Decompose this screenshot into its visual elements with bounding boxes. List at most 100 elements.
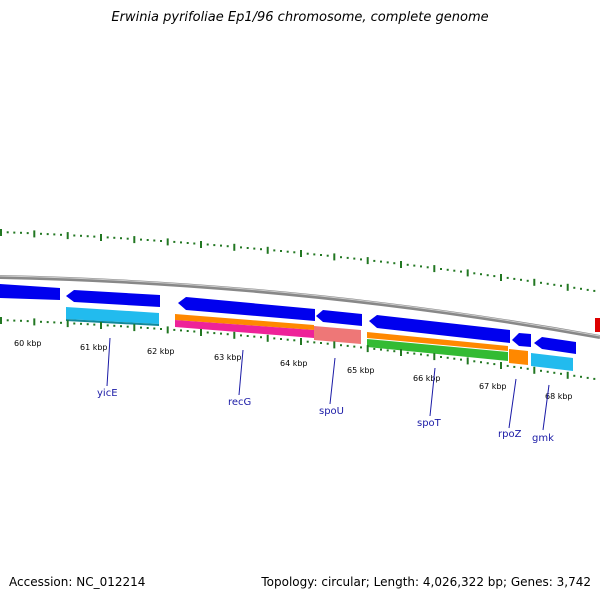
ring-dot (480, 273, 482, 276)
tick-label-62: 62 kbp (147, 347, 175, 356)
gene-bar-yicE (66, 307, 159, 324)
ring-dot (480, 361, 482, 364)
ring-dot (346, 344, 349, 347)
ring-dot (220, 332, 222, 335)
ring-dot (206, 331, 209, 334)
gene-bar-gmk (531, 353, 573, 371)
ring-dot (473, 272, 476, 275)
ring-dot (420, 353, 422, 356)
ring-major-tick (500, 274, 502, 281)
ring-dot (460, 270, 462, 273)
ring-dot (6, 319, 9, 322)
ring-dot (260, 248, 262, 251)
cds-arrow-7 (534, 337, 576, 354)
ring-dot (253, 335, 256, 338)
ring-dot (546, 282, 549, 285)
ring-major-tick (400, 349, 402, 356)
ring-major-tick (266, 246, 269, 254)
ring-dot (486, 274, 489, 277)
ring-dot (113, 236, 116, 239)
gene-label-spoT: spoT (417, 418, 442, 429)
ring-dot (560, 372, 562, 375)
ring-dot (346, 256, 349, 259)
ring-major-tick (300, 338, 302, 345)
ring-major-tick (66, 232, 69, 240)
tick-label-65: 65 kbp (347, 366, 375, 375)
ring-major-tick (100, 234, 102, 241)
cds-arrow-3 (178, 297, 315, 321)
leader-spoT (429, 367, 436, 417)
ring-dot (420, 265, 422, 268)
ring-dot (493, 275, 496, 278)
ring-dot (153, 239, 156, 242)
ring-dot (160, 240, 162, 242)
ring-major-tick (66, 320, 69, 328)
ring-dot (573, 286, 576, 289)
ring-major-tick (566, 371, 569, 379)
gene-label-recG: recG (228, 397, 251, 408)
ring-dot (393, 262, 396, 265)
ring-major-tick (0, 229, 2, 236)
ring-dot (86, 323, 89, 326)
ring-dot (293, 339, 296, 342)
gene-label-spoU: spoU (319, 406, 344, 417)
ring-major-tick (0, 317, 2, 324)
leader-spoU (329, 357, 336, 405)
ring-dot (553, 371, 556, 374)
tick-label-60: 60 kbp (14, 339, 42, 348)
ring-dot (453, 269, 456, 272)
ring-dot (513, 277, 516, 280)
ring-dot (286, 250, 289, 253)
ring-dot (126, 325, 129, 328)
ring-dot (446, 268, 449, 271)
ring-major-tick (33, 318, 36, 326)
ring-dot (553, 283, 556, 286)
ring-dot (120, 237, 122, 240)
ring-dot (106, 324, 109, 327)
ring-major-tick (466, 269, 469, 277)
ring-dot (213, 332, 216, 335)
ring-dot (426, 266, 429, 269)
ring-major-tick (533, 366, 536, 374)
ring-dot (380, 348, 382, 351)
ring-dot (60, 321, 62, 324)
ring-dot (20, 231, 22, 234)
ring-dot (73, 234, 76, 237)
ring-dot (506, 364, 509, 367)
ring-dot (520, 366, 522, 369)
ring-dot (153, 327, 156, 330)
gene-bar-spoT-green (367, 339, 508, 361)
ring-dot (140, 238, 142, 241)
ring-dot (360, 346, 362, 349)
ring-major-tick (466, 357, 469, 365)
ring-dot (413, 264, 416, 267)
ring-dot (173, 240, 176, 243)
ring-dot (80, 234, 82, 237)
ring-dot (213, 244, 216, 247)
ring-dot (146, 239, 149, 241)
ring-dot (173, 328, 176, 331)
gene-bar-yicE-shade (66, 319, 159, 326)
ring-dot (186, 330, 189, 332)
ring-dot (40, 232, 42, 235)
ring-dot (226, 333, 229, 336)
tick-label-66: 66 kbp (413, 374, 441, 383)
ring-major-tick (133, 236, 136, 244)
ring-dot (226, 245, 229, 248)
ring-dot (240, 334, 242, 337)
ring-dot (246, 247, 249, 249)
ring-dot (306, 340, 309, 343)
ring-major-tick (166, 326, 169, 334)
ring-dot (593, 377, 596, 380)
genome-summary: Topology: circular; Length: 4,026,322 bp… (261, 575, 591, 589)
ring-major-tick (533, 278, 536, 286)
ring-dot (280, 250, 282, 252)
ring-major-tick (200, 329, 202, 336)
ring-dot (413, 352, 416, 355)
ring-major-tick (433, 265, 436, 273)
gene-bar-recG-orange (175, 314, 314, 330)
ring-dot (440, 356, 442, 358)
ring-dot (526, 279, 529, 282)
ring-dot (486, 362, 489, 365)
ring-dot (206, 243, 209, 246)
